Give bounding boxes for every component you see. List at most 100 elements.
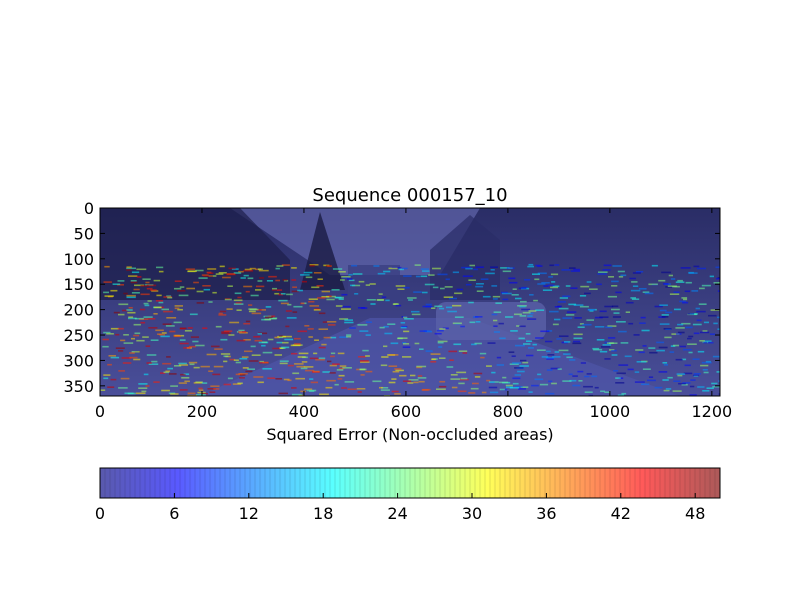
error-point <box>562 380 572 382</box>
error-point <box>648 283 658 286</box>
error-point <box>592 347 600 350</box>
error-point <box>327 295 332 297</box>
error-point <box>413 381 419 384</box>
error-point <box>423 330 431 332</box>
error-point <box>190 336 199 338</box>
error-point <box>674 308 681 311</box>
error-point <box>160 335 170 338</box>
error-point <box>420 275 428 278</box>
error-point <box>218 314 227 316</box>
error-point <box>183 373 190 375</box>
error-point <box>558 307 569 310</box>
error-point <box>395 304 402 307</box>
error-point <box>479 352 487 355</box>
error-point <box>341 293 348 296</box>
error-point <box>710 309 720 311</box>
error-point <box>512 288 517 290</box>
error-point <box>256 309 262 311</box>
car-right <box>436 302 546 340</box>
error-point <box>717 290 720 292</box>
error-point <box>241 356 249 358</box>
error-point <box>584 375 590 378</box>
error-point <box>344 321 354 324</box>
error-point <box>136 268 147 271</box>
error-point <box>179 364 189 366</box>
error-point <box>502 298 509 301</box>
error-point <box>549 264 554 267</box>
error-point <box>148 363 159 365</box>
colorbar-tick-label: 36 <box>536 504 556 523</box>
error-point <box>397 337 403 340</box>
error-point <box>304 325 310 327</box>
error-point <box>676 333 682 335</box>
error-point <box>506 267 515 269</box>
error-point <box>493 331 500 333</box>
error-point <box>301 361 308 363</box>
error-point <box>388 365 398 367</box>
error-point <box>307 328 314 330</box>
error-point <box>669 351 675 353</box>
error-point <box>390 342 399 345</box>
error-point <box>130 281 138 284</box>
error-point <box>120 377 130 380</box>
error-point <box>392 370 400 373</box>
error-point <box>184 330 192 332</box>
error-point <box>451 386 458 389</box>
error-point <box>112 283 121 285</box>
error-point <box>281 346 290 349</box>
error-point <box>285 325 290 328</box>
error-point <box>286 293 293 296</box>
error-point <box>287 303 292 306</box>
error-point <box>676 373 686 375</box>
error-point <box>416 365 427 368</box>
error-point <box>664 336 672 339</box>
error-point <box>682 382 691 384</box>
error-point <box>244 268 252 271</box>
error-point <box>337 378 343 380</box>
error-point <box>329 372 336 374</box>
error-point <box>675 358 683 361</box>
error-point <box>677 374 683 377</box>
error-point <box>334 383 339 386</box>
error-point <box>103 331 111 334</box>
error-point <box>508 277 516 280</box>
error-point <box>303 366 314 368</box>
error-point <box>262 351 273 354</box>
error-point <box>661 316 669 318</box>
error-point <box>124 392 134 395</box>
error-point <box>202 392 208 395</box>
error-point <box>271 289 277 291</box>
error-point <box>107 386 115 388</box>
error-point <box>300 390 306 393</box>
error-point <box>685 281 692 284</box>
error-point <box>648 347 656 349</box>
error-point <box>398 268 404 271</box>
error-point <box>520 359 527 362</box>
error-point <box>636 361 647 363</box>
error-point <box>668 274 673 277</box>
error-point <box>356 388 366 390</box>
error-point <box>616 321 626 323</box>
error-point <box>326 379 336 382</box>
error-point <box>568 303 577 306</box>
error-point <box>656 341 665 344</box>
error-point <box>437 341 444 344</box>
error-point <box>611 349 617 352</box>
error-point <box>344 319 353 321</box>
error-point <box>551 382 557 385</box>
error-point <box>552 285 560 288</box>
error-point <box>663 389 670 392</box>
error-point <box>256 285 265 288</box>
error-point <box>309 378 314 380</box>
error-point <box>612 265 622 267</box>
error-point <box>233 303 244 305</box>
error-point <box>383 270 391 273</box>
error-point <box>325 386 333 389</box>
error-point <box>143 316 153 318</box>
error-point <box>103 377 109 380</box>
error-point <box>238 270 244 273</box>
error-point <box>454 316 464 318</box>
error-point <box>257 268 263 270</box>
error-point <box>115 347 125 349</box>
error-point <box>679 345 686 348</box>
